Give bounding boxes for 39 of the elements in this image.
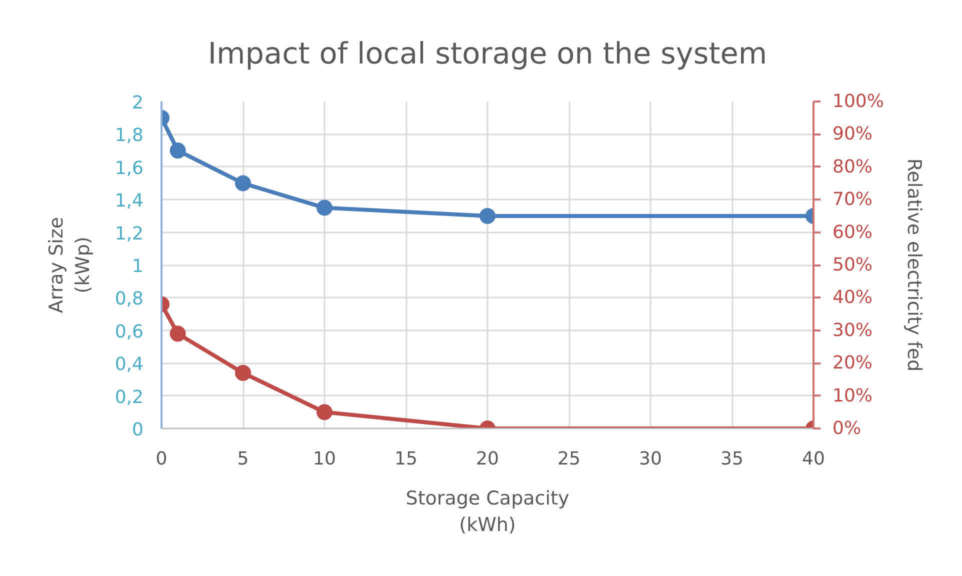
y-tick-label: 1,6 <box>114 158 144 179</box>
point <box>170 142 186 159</box>
point <box>480 208 496 224</box>
y2-tick-label: 70% <box>832 189 873 210</box>
y-tick-label: 1,8 <box>114 125 144 146</box>
y-axis-title: Array Size (kWp) <box>45 216 94 314</box>
x-tick-label: 30 <box>639 448 662 470</box>
x-tick-label: 20 <box>476 448 499 470</box>
y2-tick-label: 30% <box>832 320 873 341</box>
x-tick-label: 10 <box>313 448 336 470</box>
y-tick-label: 0,6 <box>114 321 144 342</box>
x-tick-label: 35 <box>720 448 744 470</box>
y-tick-label: 0 <box>132 420 144 440</box>
y2-axis-title: Relative electricity fed <box>902 158 925 372</box>
y-tick-label: 0,8 <box>114 288 144 310</box>
y-tick-label: 0,2 <box>114 386 144 408</box>
y2-tick-label: 100% <box>832 91 884 112</box>
chart-title: Impact of local storage on the system <box>208 36 768 70</box>
point <box>316 200 332 216</box>
y-tick-label: 2 <box>132 92 144 114</box>
y2-tick-label: 10% <box>832 385 873 406</box>
x-tick-label: 25 <box>558 448 580 470</box>
y-tick-label: 0,4 <box>114 354 144 376</box>
x-tick-label: 0 <box>156 448 168 470</box>
y-tick-label: 1,2 <box>114 223 144 244</box>
y-tick-label: 1,4 <box>114 190 144 212</box>
y-tick-label: 1 <box>132 256 144 277</box>
y2-tick-label: 60% <box>832 222 873 243</box>
x-tick-label: 15 <box>394 448 418 470</box>
x-axis-title: Storage Capacity (kWh) <box>406 488 570 536</box>
point <box>235 175 251 192</box>
y2-tick-label: 20% <box>832 352 873 374</box>
y2-tick-label: 40% <box>832 287 873 308</box>
x-tick-label: 40 <box>802 448 825 470</box>
y2-tick-label: 80% <box>832 156 873 178</box>
y2-tick-label: 90% <box>832 124 873 145</box>
y2-tick-label: 0% <box>832 418 862 439</box>
x-tick-label: 5 <box>237 448 249 470</box>
y2-tick-label: 50% <box>832 254 873 276</box>
